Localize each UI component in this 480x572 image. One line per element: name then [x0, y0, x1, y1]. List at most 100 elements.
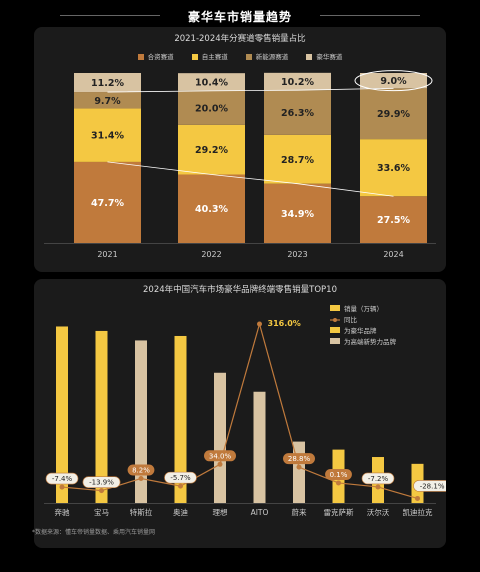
stacked-seg-2024-0 [360, 196, 427, 243]
stacked-seg-2021-3 [74, 73, 141, 93]
top10-bar-3 [174, 335, 187, 503]
top10-xtick-6: 蔚来 [292, 507, 307, 517]
legend-nev-swatch [330, 338, 340, 344]
top10-xtick-4: 理想 [213, 507, 228, 517]
yoy-label-3: -5.7% [170, 474, 191, 482]
stacked-label-2022-1: 29.2% [195, 145, 228, 156]
legend-nev-swatch [245, 54, 252, 60]
stacked-seg-2023-1 [264, 134, 331, 184]
legend-jv: 合资赛道 [137, 51, 174, 61]
stacked-seg-2023-2 [264, 90, 331, 135]
stacked-xtick-2022: 2022 [201, 250, 221, 259]
yoy-label-6: 28.8% [288, 455, 311, 463]
stacked-chart-title: 2021-2024年分赛道零售销量占比 [174, 34, 306, 44]
top10-combo-chart: 奔驰 宝马 特斯拉 奥迪 理想 AITO 蔚来 雷克萨斯 沃尔沃 凯迪拉克 -7.4% -13.9% 8… [44, 304, 446, 517]
stacked-xtick-2024: 2024 [383, 250, 403, 259]
stacked-seg-2024-1 [360, 139, 427, 197]
yoy-point-1 [99, 488, 104, 494]
stacked-label-2021-1: 31.4% [91, 131, 124, 142]
legend-lux-label: 为豪华品牌 [344, 326, 377, 335]
stacked-bar-chart: 47.7% 31.4% 9.7% 11.2% 2021 40.3% 29.2% 20.0% 10… [44, 70, 436, 259]
yoy-label-bg-8 [361, 472, 395, 485]
top10-bar-2 [135, 340, 147, 503]
legend-nev-label: 新能源赛道 [255, 53, 289, 61]
stacked-seg-2022-3 [178, 73, 245, 91]
yoy-point-3 [178, 483, 183, 489]
yoy-label-bg-7 [325, 468, 352, 480]
stacked-seg-2023-3 [264, 72, 331, 91]
yoy-label-bg-0 [45, 472, 79, 485]
legend-nev: 新能源赛道 [245, 51, 289, 61]
legend-luxury-swatch [306, 54, 313, 60]
yoy-point-5 [257, 321, 262, 327]
yoy-label-7: 0.1% [330, 471, 348, 479]
stacked-label-2021-0: 47.7% [91, 198, 124, 209]
legend-indep: 自主赛道 [191, 51, 228, 61]
top10-xtick-3: 奥迪 [173, 507, 188, 517]
yoy-point-6 [296, 464, 302, 470]
stacked-seg-2022-0 [178, 174, 245, 243]
stacked-label-2023-2: 26.3% [281, 108, 314, 119]
yoy-point-2 [138, 475, 144, 481]
stacked-label-2024-0: 27.5% [377, 215, 410, 226]
yoy-point-7 [336, 480, 341, 486]
yoy-label-bg-2 [127, 464, 155, 476]
yoy-label-bg-1 [82, 476, 121, 488]
top10-xtick-1: 宝马 [94, 507, 109, 517]
page-title: 豪华车市销量趋势 [187, 10, 292, 24]
stacked-share-panel: 2021-2024年分赛道零售销量占比 合资赛道 自主赛道 新能源赛道 豪华赛道… [34, 27, 446, 272]
title-divider-right [320, 15, 420, 16]
stacked-xtick-2023: 2023 [287, 250, 307, 259]
legend-luxury-label: 豪华赛道 [316, 53, 343, 61]
stacked-label-2023-3: 10.2% [281, 77, 314, 88]
top10-xtick-0: 奔驰 [55, 507, 70, 517]
top10-chart-title: 2024年中国汽车市场豪华品牌终端零售销量TOP10 [143, 285, 337, 295]
stacked-seg-2021-0 [74, 161, 141, 243]
legend-lux-swatch [330, 327, 340, 333]
jv-trend-line [107, 161, 394, 197]
yoy-label-4: 34.0% [209, 452, 232, 460]
yoy-label-2: 8.2% [132, 466, 150, 474]
highlight-2024-luxury [354, 70, 433, 92]
legend-indep-label: 自主赛道 [201, 53, 228, 61]
luxury-trend-line [107, 87, 394, 93]
top10-bar-4 [214, 372, 226, 503]
top10-xtick-8: 沃尔沃 [367, 507, 390, 517]
yoy-point-8 [375, 484, 381, 490]
top10-xtick-9: 凯迪拉克 [403, 507, 433, 517]
stacked-label-2024-2: 29.9% [377, 109, 410, 120]
stacked-seg-2022-1 [178, 124, 245, 175]
title-divider-left [60, 15, 160, 16]
stacked-label-2021-2: 9.7% [94, 96, 121, 107]
stacked-seg-2024-3 [360, 73, 427, 89]
top10-xtick-7: 雷克萨斯 [324, 507, 354, 517]
legend-sales-swatch [330, 305, 340, 311]
source-footnote: *数据来源：懂车帝销量数据、乘用汽车销量网 [32, 529, 156, 536]
stacked-label-2024-1: 33.6% [377, 163, 410, 174]
yoy-point-0 [59, 484, 65, 490]
top10-panel: 2024年中国汽车市场豪华品牌终端零售销量TOP10 奔驰 宝马 特斯拉 奥迪 理想 AI… [34, 279, 446, 548]
yoy-label-0: -7.4% [52, 475, 73, 483]
stacked-label-2023-0: 34.9% [281, 209, 314, 220]
stacked-label-2022-3: 10.4% [195, 78, 228, 89]
yoy-label-9: -28.1% [420, 482, 445, 490]
stacked-seg-2022-2 [178, 90, 245, 125]
stacked-label-2022-0: 40.3% [195, 204, 228, 215]
top10-bar-5 [253, 391, 266, 503]
yoy-label-bg-6 [283, 453, 315, 465]
stacked-label-2023-1: 28.7% [281, 155, 314, 166]
yoy-label-1: -13.9% [89, 479, 114, 487]
stacked-seg-2021-1 [74, 108, 141, 162]
stacked-seg-2021-2 [74, 92, 141, 109]
yoy-label-bg-4 [204, 450, 236, 462]
legend-yoy-dot [333, 318, 337, 322]
stacked-seg-2024-2 [360, 88, 427, 140]
stacked-legend: 合资赛道 自主赛道 新能源赛道 豪华赛道 [34, 51, 446, 61]
yoy-point-4 [217, 461, 223, 467]
stacked-label-2024-3: 9.0% [380, 76, 407, 87]
legend-jv-swatch [137, 54, 144, 60]
top10-bar-1 [95, 330, 108, 503]
top10-bar-0 [56, 326, 68, 503]
stacked-seg-2023-0 [264, 183, 331, 243]
legend-luxury: 豪华赛道 [306, 51, 342, 61]
